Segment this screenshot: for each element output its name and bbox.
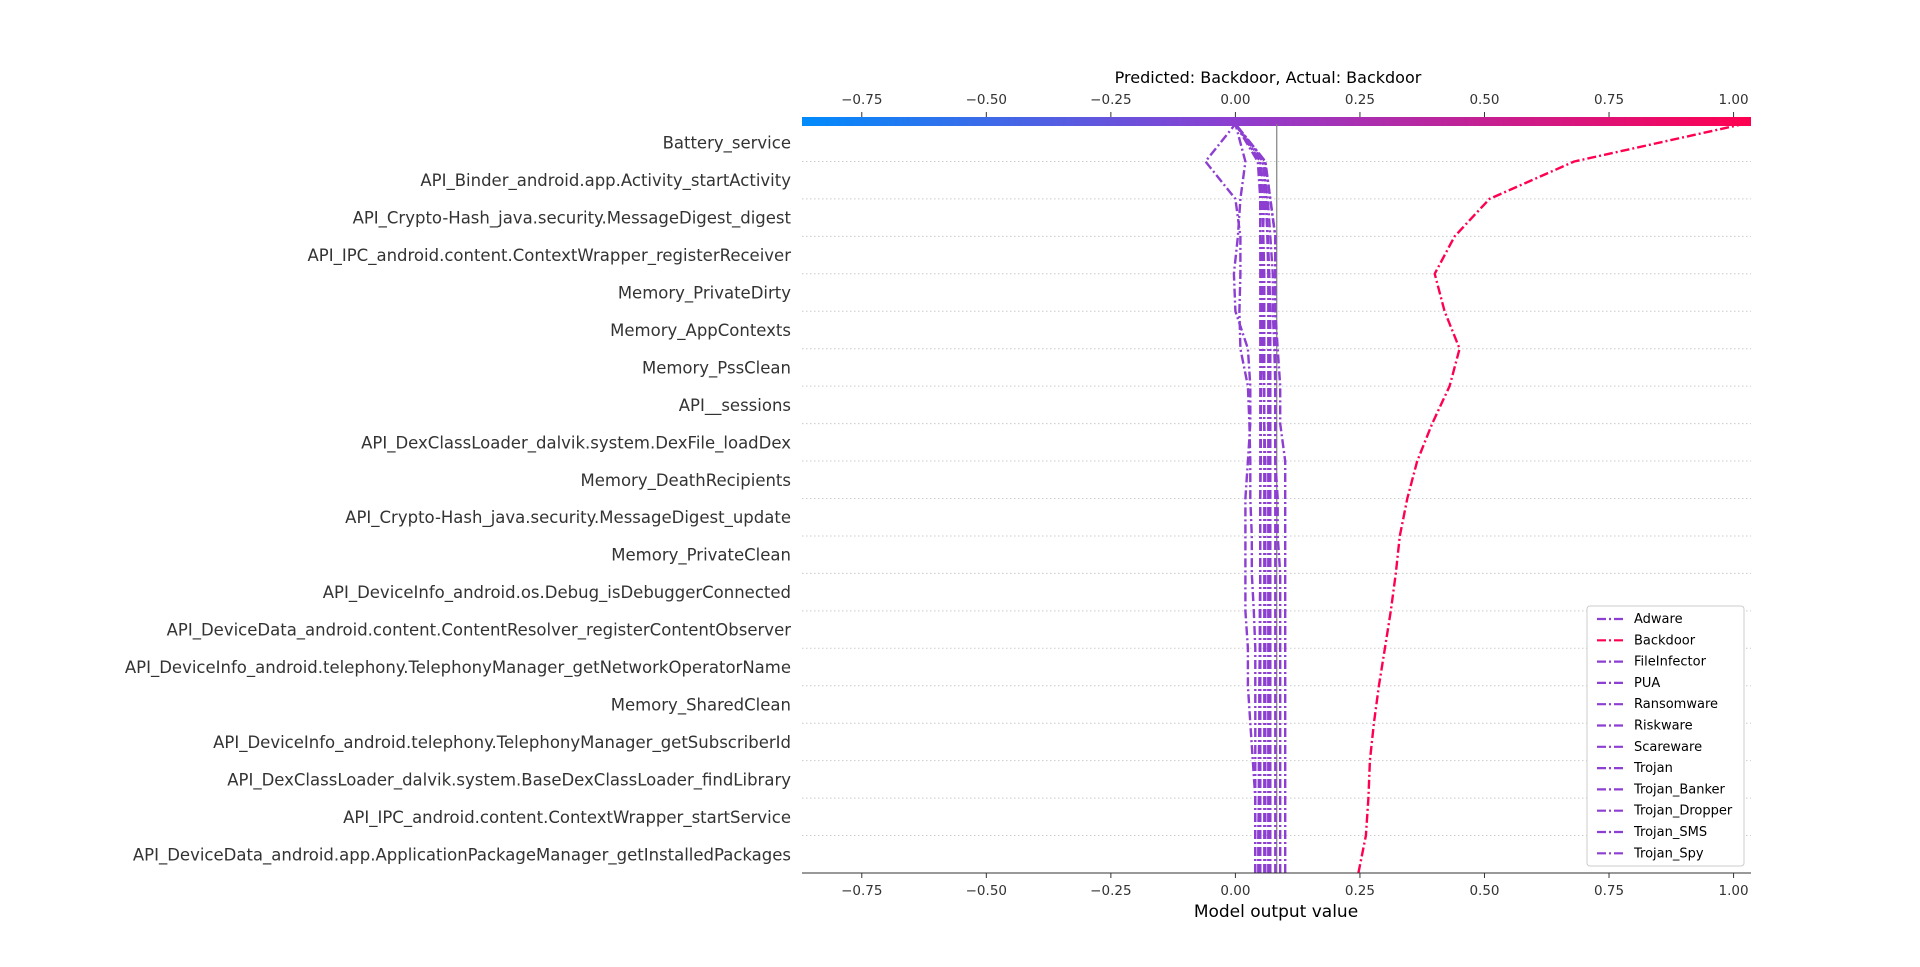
series-line-riskware [1234, 123, 1282, 873]
feature-labels: Battery_service API_Binder_android.app.Ac… [125, 134, 792, 866]
feature-label: API_DeviceData_android.content.ContentRe… [167, 621, 792, 641]
bottom-tick-label: −0.50 [966, 883, 1007, 899]
series-line-trojan-dropper [1234, 123, 1270, 873]
feature-label: API_Binder_android.app.Activity_startAct… [420, 171, 791, 191]
feature-label: Memory_PrivateClean [611, 546, 791, 566]
feature-label: API_DeviceInfo_android.telephony.Telepho… [125, 658, 791, 678]
legend-label: PUA [1634, 676, 1660, 691]
legend-label: Trojan_SMS [1633, 825, 1707, 840]
feature-label: API_Crypto-Hash_java.security.MessageDig… [353, 209, 792, 229]
feature-label: API_DeviceInfo_android.telephony.Telepho… [213, 733, 791, 753]
x-axis-label: Model output value [1194, 902, 1358, 922]
bottom-tick-label: −0.25 [1090, 883, 1131, 899]
feature-label: API_DeviceInfo_android.os.Debug_isDebugg… [323, 583, 791, 603]
top-tick-label: 1.00 [1719, 92, 1749, 108]
feature-label: API_Crypto-Hash_java.security.MessageDig… [345, 508, 791, 528]
feature-label: API_DeviceData_android.app.ApplicationPa… [133, 845, 791, 865]
series-line-trojan-sms [1234, 123, 1277, 873]
legend-label: Ransomware [1634, 697, 1718, 712]
bottom-tick-label: 0.50 [1469, 883, 1499, 899]
feature-label: Memory_DeathRecipients [580, 471, 791, 491]
bottom-axis: −0.75 −0.50 −0.25 0.00 0.25 0.50 0.75 1.00 [841, 873, 1749, 899]
legend-label: Trojan_Dropper [1633, 804, 1733, 819]
legend-label: Trojan_Banker [1633, 782, 1726, 797]
legend-label: Scareware [1634, 740, 1702, 755]
feature-label: API_IPC_android.content.ContextWrapper_s… [343, 808, 791, 828]
bottom-tick-label: 0.75 [1594, 883, 1624, 899]
feature-label: API__sessions [679, 396, 791, 416]
series-line-scareware [1232, 123, 1257, 873]
feature-label: API_IPC_android.content.ContextWrapper_r… [308, 246, 792, 266]
legend-label: Riskware [1634, 719, 1693, 734]
feature-label: Battery_service [663, 134, 791, 154]
series-line-backdoor [1357, 122, 1744, 874]
legend-box [1586, 605, 1745, 867]
legend-label: Backdoor [1634, 633, 1696, 648]
top-tick-label: 0.00 [1220, 92, 1250, 108]
feature-label: Memory_PssClean [642, 358, 791, 378]
legend: Adware Backdoor FileInfector PUA Ransomware R… [1586, 605, 1745, 867]
bottom-tick-label: 1.00 [1719, 883, 1749, 899]
bottom-tick-label: −0.75 [841, 883, 882, 899]
colorbar [802, 117, 1751, 126]
top-tick-label: −0.50 [966, 92, 1007, 108]
feature-label: API_DexClassLoader_dalvik.system.BaseDex… [227, 770, 791, 790]
top-axis: −0.75 −0.50 −0.25 0.00 0.25 0.50 0.75 1.00 [841, 92, 1749, 117]
top-tick-label: −0.75 [841, 92, 882, 108]
top-tick-label: 0.50 [1469, 92, 1499, 108]
top-tick-label: 0.25 [1345, 92, 1375, 108]
feature-label: Memory_AppContexts [610, 321, 791, 341]
legend-label: Trojan [1633, 761, 1673, 776]
feature-label: Memory_SharedClean [611, 695, 791, 715]
legend-label: Trojan_Spy [1633, 846, 1704, 861]
legend-label: Adware [1634, 612, 1683, 627]
feature-label: Memory_PrivateDirty [618, 284, 791, 304]
feature-label: API_DexClassLoader_dalvik.system.DexFile… [361, 433, 791, 453]
series-line-trojan-spy [1234, 123, 1266, 873]
series-line-trojan [1234, 123, 1262, 873]
chart-title: Predicted: Backdoor, Actual: Backdoor [1115, 68, 1422, 87]
bottom-tick-label: 0.00 [1220, 883, 1250, 899]
bottom-tick-label: 0.25 [1345, 883, 1375, 899]
top-tick-label: 0.75 [1594, 92, 1624, 108]
top-tick-label: −0.25 [1090, 92, 1131, 108]
series-lines [1204, 122, 1744, 874]
series-line-pua [1204, 123, 1257, 873]
legend-label: FileInfector [1634, 655, 1707, 670]
